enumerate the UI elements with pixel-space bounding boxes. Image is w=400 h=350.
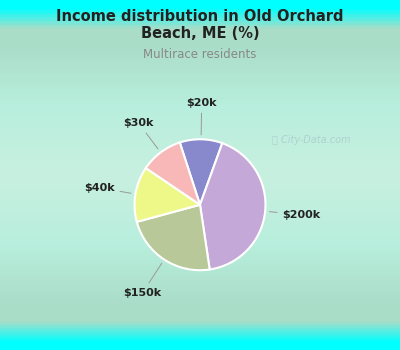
Text: $20k: $20k xyxy=(186,98,217,135)
Text: Multirace residents: Multirace residents xyxy=(143,48,257,61)
Wedge shape xyxy=(137,205,210,270)
Wedge shape xyxy=(180,139,222,205)
Text: Income distribution in Old Orchard: Income distribution in Old Orchard xyxy=(56,9,344,24)
Wedge shape xyxy=(134,168,200,222)
Wedge shape xyxy=(200,143,266,270)
Text: ⓘ City-Data.com: ⓘ City-Data.com xyxy=(272,135,351,145)
Text: $150k: $150k xyxy=(123,263,162,298)
Wedge shape xyxy=(146,142,200,205)
Text: $30k: $30k xyxy=(123,118,158,149)
Text: Beach, ME (%): Beach, ME (%) xyxy=(141,26,259,41)
Text: $200k: $200k xyxy=(270,210,321,220)
Text: $40k: $40k xyxy=(84,183,131,193)
